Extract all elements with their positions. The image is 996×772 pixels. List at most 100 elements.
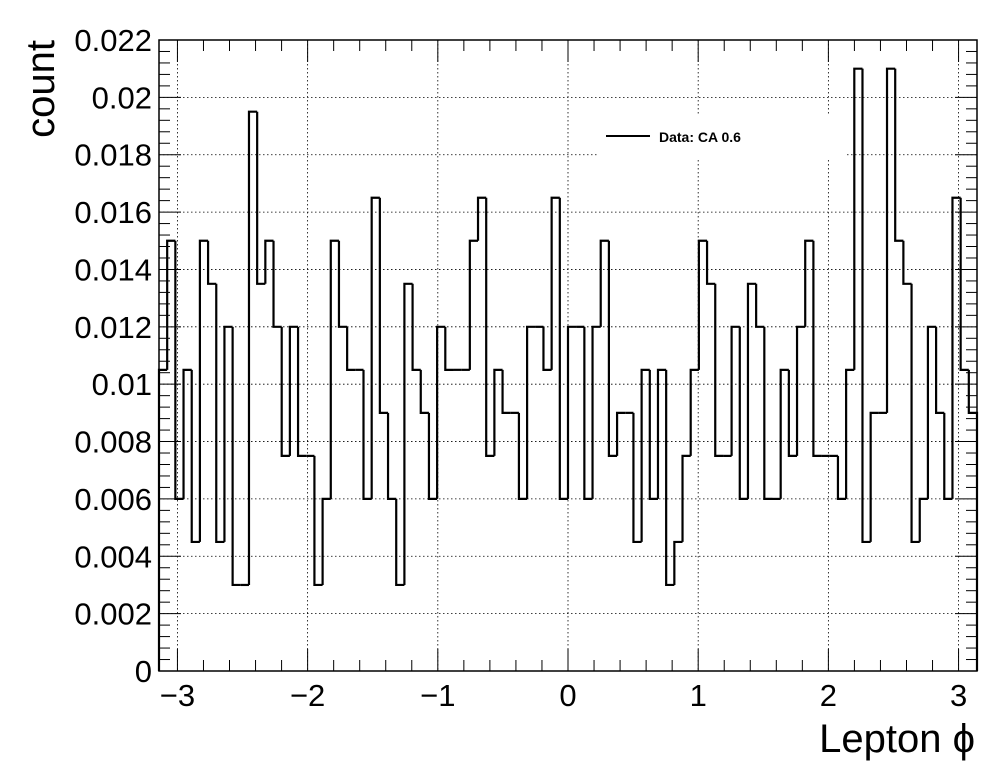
histogram-bin (411, 283, 421, 371)
histogram-bin (190, 369, 200, 544)
histogram-bin (166, 239, 176, 370)
y-tick-label: 0.008 (74, 425, 152, 460)
histogram-bin (656, 368, 667, 499)
x-tick-label: −2 (290, 678, 325, 713)
y-tick-label: 0.016 (74, 195, 152, 230)
histogram-bin (378, 197, 389, 414)
histogram-bin (215, 283, 225, 544)
histogram-bin (746, 282, 757, 499)
histogram-bin (918, 497, 928, 542)
histogram-bin (705, 240, 716, 285)
histogram-bin (869, 411, 879, 542)
histogram-bin (526, 325, 536, 499)
histogram-bin (419, 369, 429, 414)
axis-ticks (159, 39, 977, 672)
histogram-bin (403, 282, 413, 585)
histogram-bin (951, 196, 961, 499)
histogram-bin (885, 67, 896, 413)
histogram-bin (296, 326, 307, 457)
histogram-bin (943, 412, 953, 501)
x-tick-label: 1 (690, 678, 707, 713)
histogram-bin (787, 369, 798, 457)
histogram-bin (599, 239, 609, 327)
histogram-bin (436, 325, 446, 499)
histogram-bin (583, 326, 593, 501)
histogram-bin (476, 196, 487, 241)
histogram-bin (967, 369, 979, 671)
y-tick-label: 0.02 (92, 80, 152, 115)
y-tick-label: 0.006 (74, 482, 152, 517)
histogram-bin (313, 455, 323, 587)
histogram-bin (689, 368, 699, 456)
x-tick-label: 3 (950, 678, 967, 713)
histogram-bin (615, 411, 626, 456)
histogram-bin (493, 368, 503, 456)
histogram-bin (182, 368, 192, 499)
histogram-bin (427, 412, 438, 501)
histogram-bin (812, 240, 822, 457)
histogram-bin (386, 412, 397, 501)
histogram-bin (738, 326, 748, 501)
histogram-bin (566, 325, 577, 499)
histogram-bin (288, 325, 299, 456)
histogram-bin (910, 283, 920, 544)
histogram-bin (665, 369, 675, 587)
histogram-bin (517, 412, 528, 501)
y-axis-title: count (19, 40, 63, 138)
histogram-bin (836, 455, 847, 501)
y-tick-label: 0.014 (74, 252, 152, 287)
histogram-bin (673, 540, 683, 585)
histogram-bin (468, 239, 479, 370)
histogram-bin (648, 369, 658, 501)
histogram-bin (902, 240, 912, 285)
histogram-bin (558, 197, 568, 501)
y-tick-label: 0.004 (74, 539, 152, 574)
histogram-bin (485, 197, 495, 457)
histogram-bin (607, 240, 618, 457)
histogram-bin (174, 240, 184, 501)
x-tick-label: 0 (559, 678, 576, 713)
histogram-bin (321, 497, 331, 585)
histogram-bin (223, 325, 233, 542)
y-tick-label: 0.002 (74, 597, 152, 632)
histogram-bin (247, 110, 258, 585)
histogram-bin (501, 369, 511, 414)
histogram-bin (697, 239, 708, 370)
histogram-bin (329, 239, 339, 499)
legend: Data: CA 0.6 (598, 116, 846, 158)
histogram-bin (370, 196, 380, 499)
histogram-bin (763, 326, 773, 501)
histogram-bin (755, 283, 765, 328)
x-tick-label: −3 (160, 678, 195, 713)
y-tick-label: 0.01 (92, 367, 152, 402)
histogram-bin (926, 325, 937, 499)
histogram-bin (779, 368, 789, 499)
x-tick-labels: −3 −2 −1 0 1 2 3 (160, 678, 967, 713)
y-tick-label: 0.018 (74, 138, 152, 173)
histogram-bin (795, 325, 806, 456)
histogram-bin (632, 412, 642, 544)
histogram-bin (157, 368, 168, 671)
histogram-bin (804, 239, 814, 327)
histogram-bin (591, 325, 601, 499)
histogram-bin (280, 326, 290, 457)
histogram-bin (845, 368, 855, 499)
legend-entry-label: Data: CA 0.6 (659, 129, 741, 145)
histogram-bin (894, 68, 904, 242)
y-tick-label: 0.012 (74, 310, 152, 345)
histogram-bin (550, 196, 560, 370)
y-tick-label: 0 (135, 654, 152, 689)
histogram-bin (395, 498, 405, 587)
histogram-bin (231, 326, 241, 587)
histogram-bin (681, 454, 691, 542)
histogram-bin (198, 239, 209, 542)
y-tick-label: 0.022 (74, 23, 152, 58)
histogram-bin (714, 283, 724, 457)
histogram-bin (272, 240, 282, 328)
x-tick-label: 2 (820, 678, 837, 713)
histogram-bin (959, 197, 969, 371)
y-tick-labels: 0 0.002 0.004 0.006 0.008 0.01 0.012 0.014 0.016… (74, 23, 152, 689)
histogram-bin (853, 67, 863, 370)
histogram-bin (444, 326, 454, 371)
